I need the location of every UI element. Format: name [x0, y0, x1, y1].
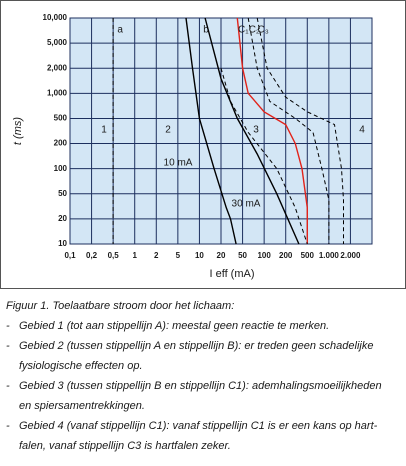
- curve-label: b: [203, 25, 209, 36]
- y-tick-label: 2,000: [47, 63, 68, 72]
- annotation: 30 mA: [232, 199, 261, 210]
- annotation: 10 mA: [164, 158, 193, 169]
- y-tick-label: 10: [58, 239, 67, 248]
- curve-label: C₃: [258, 25, 269, 36]
- y-tick-label: 5,000: [47, 38, 68, 47]
- y-axis-label: t (ms): [12, 117, 24, 145]
- curve: [204, 17, 300, 245]
- x-tick-label: 0,5: [108, 251, 120, 260]
- x-tick-label: 5: [176, 251, 181, 260]
- caption-line: Gebied 4 (vanaf stippellijn C1): vanaf s…: [19, 420, 378, 432]
- y-tick-label: 500: [54, 114, 68, 123]
- x-tick-label: 100: [257, 251, 271, 260]
- annotation: 3: [253, 125, 259, 136]
- annotation: 1: [101, 125, 107, 136]
- x-tick-label: 2: [154, 251, 159, 260]
- curve-label: C₂: [249, 25, 260, 36]
- y-tick-label: 20: [58, 214, 67, 223]
- caption-line: Gebied 3 (tussen stippellijn B en stippe…: [19, 380, 382, 392]
- curve: [256, 17, 344, 244]
- curve: [236, 17, 308, 244]
- x-tick-label: 2.000: [340, 251, 361, 260]
- caption-title: Figuur 1. Toelaatbare stroom door het li…: [6, 300, 234, 312]
- x-tick-label: 0,2: [86, 251, 98, 260]
- x-tick-label: 200: [279, 251, 293, 260]
- y-tick-label: 200: [54, 139, 68, 148]
- annotation: 4: [359, 125, 365, 136]
- caption-line: Gebied 2 (tussen stippellijn A en stippe…: [19, 340, 373, 352]
- caption-line: Gebied 1 (tot aan stippellijn A): meesta…: [19, 320, 329, 332]
- caption-bullet: -: [6, 380, 10, 392]
- x-tick-label: 1.000: [319, 251, 340, 260]
- caption-line: falen, vanaf stippellijn C3 is hartfalen…: [19, 440, 231, 452]
- curve: [247, 17, 330, 244]
- y-tick-label: 10,000: [43, 13, 68, 22]
- annotation: 2: [165, 125, 171, 136]
- x-tick-label: 1: [132, 251, 137, 260]
- y-tick-label: 50: [58, 189, 67, 198]
- x-tick-label: 20: [217, 251, 226, 260]
- curve-label: C₁: [238, 25, 249, 36]
- x-tick-label: 500: [301, 251, 315, 260]
- caption-line: fysiologische effecten op.: [19, 360, 143, 372]
- caption-bullet: -: [6, 420, 10, 432]
- y-tick-label: 1,000: [47, 88, 68, 97]
- x-tick-label: 50: [238, 251, 247, 260]
- curve-label: a: [117, 25, 123, 36]
- x-tick-label: 10: [195, 251, 204, 260]
- x-tick-label: 0,1: [64, 251, 76, 260]
- caption-bullet: -: [6, 320, 10, 332]
- y-tick-label: 100: [54, 164, 68, 173]
- curve: [220, 68, 308, 245]
- curve: [185, 17, 237, 245]
- caption-line: en spiersamentrekkingen.: [19, 400, 145, 412]
- caption-bullet: -: [6, 340, 10, 352]
- x-axis-label: I eff (mA): [209, 268, 254, 280]
